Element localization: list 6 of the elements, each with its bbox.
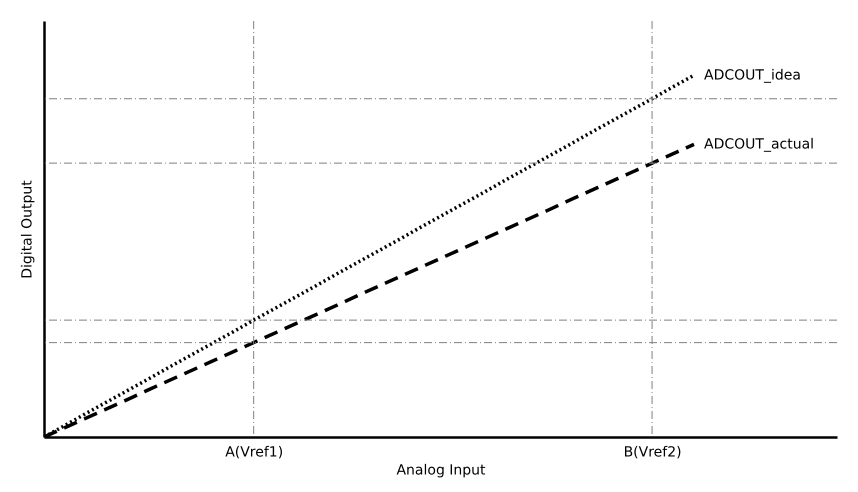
x-tick-label: B(Vref2)	[624, 444, 682, 460]
x-tick-label: A(Vref1)	[225, 444, 284, 460]
series-label: ADCOUT_idea	[704, 67, 801, 84]
y-axis-title: Digital Output	[20, 180, 36, 279]
x-axis-title: Analog Input	[396, 462, 486, 478]
series-label: ADCOUT_actual	[704, 136, 814, 152]
